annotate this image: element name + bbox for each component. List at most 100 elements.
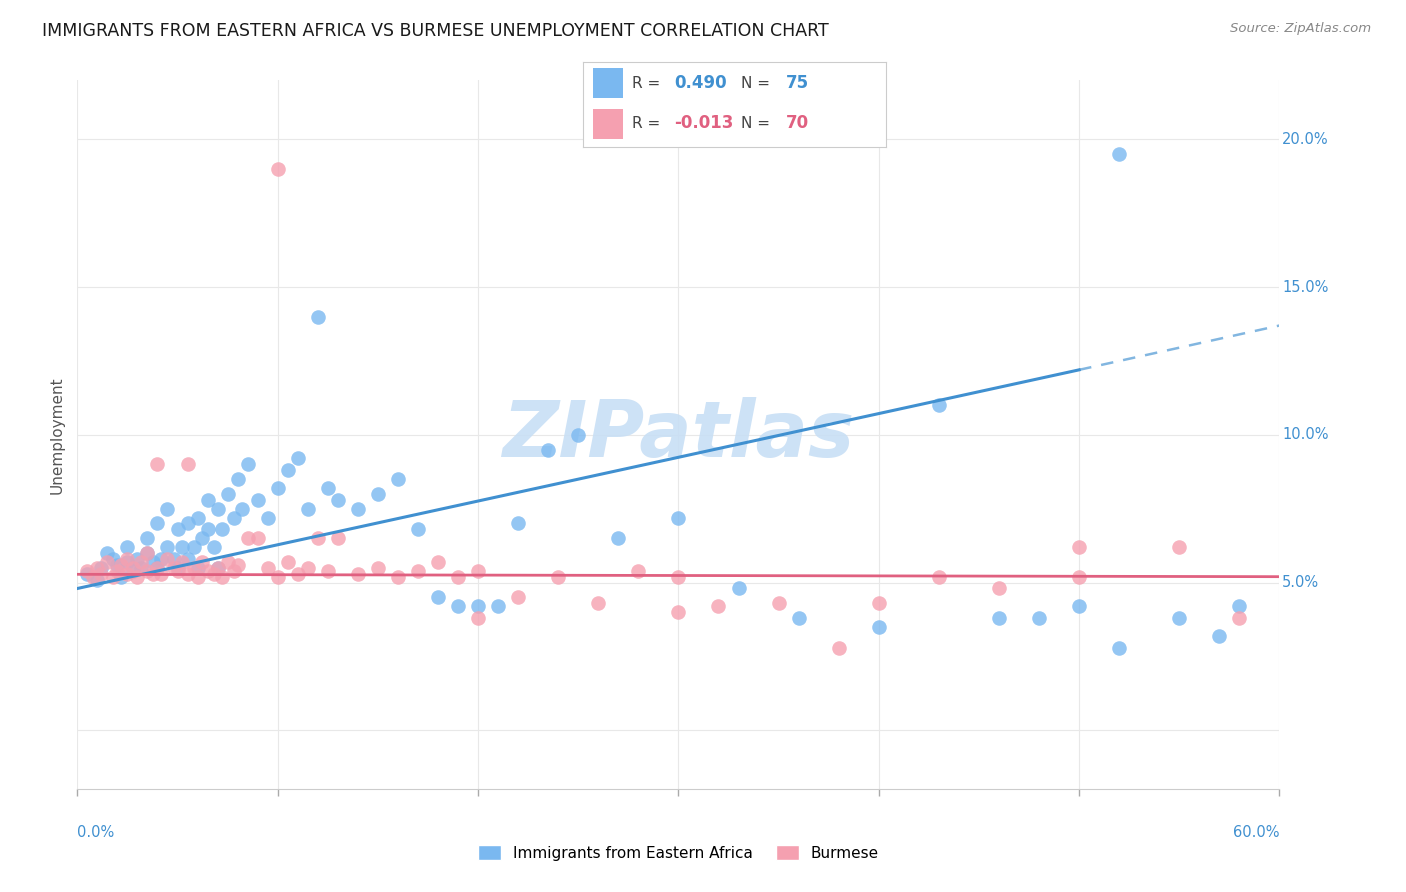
Point (146, 561, 169, 575)
Point (162, 552, 184, 566)
Text: N =: N = (741, 116, 775, 130)
Point (211, 570, 233, 584)
Bar (592, 69, 623, 98)
Point (277, 555, 299, 569)
Point (197, 492, 219, 507)
Point (162, 561, 184, 575)
Point (127, 552, 149, 566)
Point (1229, 599, 1251, 614)
Point (1069, 570, 1091, 584)
Point (117, 540, 139, 554)
Point (170, 555, 193, 569)
Point (627, 564, 650, 578)
Point (297, 561, 319, 575)
Point (146, 458, 169, 472)
Point (156, 540, 179, 554)
Point (406, 564, 429, 578)
Point (207, 501, 229, 516)
Point (1069, 599, 1091, 614)
Point (107, 558, 129, 572)
Point (156, 552, 179, 566)
Point (246, 531, 269, 545)
Point (1208, 629, 1230, 643)
Text: ZIPatlas: ZIPatlas (502, 397, 855, 473)
Point (928, 570, 950, 584)
Point (367, 487, 389, 501)
Point (226, 558, 249, 572)
Point (236, 458, 259, 472)
Point (427, 591, 450, 605)
Point (1028, 611, 1050, 625)
Point (76, 564, 98, 578)
Point (668, 510, 690, 524)
Point (207, 561, 229, 575)
Point (90, 561, 112, 575)
Text: 10.0%: 10.0% (1282, 427, 1329, 442)
Point (988, 611, 1011, 625)
Point (326, 492, 349, 507)
Point (387, 570, 409, 584)
Point (547, 570, 569, 584)
Text: 0.0%: 0.0% (77, 825, 114, 840)
Point (190, 531, 212, 545)
Point (537, 442, 560, 457)
Point (231, 501, 253, 516)
Point (122, 564, 145, 578)
Point (96, 555, 118, 569)
Point (447, 570, 470, 584)
Point (297, 501, 319, 516)
Point (122, 561, 145, 575)
Point (246, 492, 269, 507)
Point (508, 516, 530, 531)
Point (150, 566, 173, 581)
Text: R =: R = (631, 76, 665, 91)
Point (467, 564, 489, 578)
Point (110, 570, 132, 584)
Text: 20.0%: 20.0% (1282, 132, 1329, 147)
Point (222, 564, 245, 578)
Point (211, 522, 233, 536)
Point (727, 582, 749, 596)
Point (146, 561, 169, 575)
Point (186, 510, 209, 524)
Point (787, 611, 810, 625)
Point (176, 552, 198, 566)
Text: 60.0%: 60.0% (1233, 825, 1279, 840)
Point (307, 310, 329, 324)
Point (1168, 540, 1191, 554)
Point (110, 558, 132, 572)
Point (86, 561, 108, 575)
Point (186, 570, 209, 584)
Point (117, 552, 139, 566)
Point (287, 451, 309, 466)
Point (176, 458, 198, 472)
Point (347, 501, 370, 516)
Point (166, 522, 188, 536)
Point (226, 472, 249, 486)
Point (166, 564, 188, 578)
Point (117, 555, 139, 569)
Point (186, 561, 209, 575)
Point (567, 427, 589, 442)
Point (176, 516, 198, 531)
Point (202, 566, 225, 581)
Point (183, 561, 205, 575)
Point (588, 596, 610, 610)
Point (316, 564, 339, 578)
Point (287, 566, 309, 581)
Point (156, 501, 179, 516)
Point (103, 552, 125, 566)
Point (190, 555, 212, 569)
Point (236, 531, 259, 545)
Point (183, 540, 205, 554)
Point (267, 481, 290, 495)
Point (202, 540, 225, 554)
Point (1168, 611, 1191, 625)
Text: N =: N = (741, 76, 775, 91)
Point (427, 555, 450, 569)
Point (988, 582, 1011, 596)
Point (367, 561, 389, 575)
Point (142, 566, 165, 581)
Point (307, 531, 329, 545)
Bar (592, 109, 623, 139)
